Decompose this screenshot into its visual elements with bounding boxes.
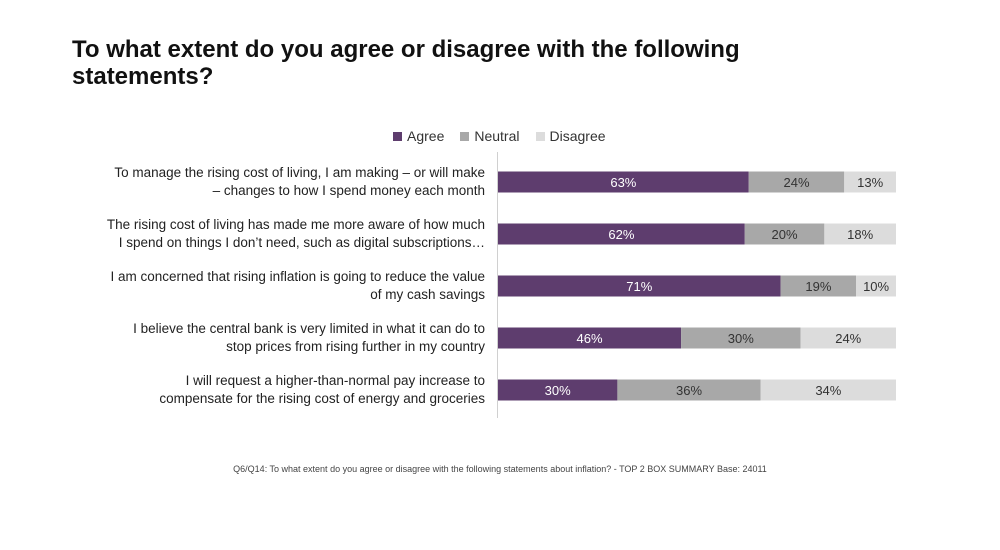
bar-agree: [498, 275, 781, 297]
legend: Agree Neutral Disagree: [393, 128, 622, 144]
data-label: 62%: [608, 227, 634, 242]
category-label-line: The rising cost of living has made me mo…: [106, 217, 485, 232]
legend-swatch: [393, 131, 402, 141]
data-label: 30%: [545, 383, 571, 398]
legend-item-agree: Agree: [393, 128, 444, 144]
bar-neutral: [780, 275, 857, 297]
category-label: To manage the rising cost of living, I a…: [60, 164, 485, 200]
bar-agree: [498, 379, 618, 401]
bar-agree: [498, 171, 749, 193]
bar-disagree: [856, 275, 896, 297]
legend-label: Agree: [407, 128, 445, 144]
data-label: 20%: [772, 227, 798, 242]
bar-disagree: [824, 223, 896, 245]
category-label: The rising cost of living has made me mo…: [60, 216, 485, 252]
data-label: 13%: [857, 175, 883, 190]
bar-neutral: [744, 223, 825, 245]
data-label: 30%: [728, 331, 754, 346]
data-label: 63%: [610, 175, 636, 190]
data-label: 10%: [863, 279, 889, 294]
legend-swatch: [460, 131, 470, 141]
data-label: 34%: [815, 383, 841, 398]
category-label: I believe the central bank is very limit…: [60, 320, 485, 356]
legend-label: Disagree: [549, 128, 606, 144]
bar-agree: [498, 223, 745, 245]
category-label-line: I believe the central bank is very limit…: [133, 321, 485, 336]
bar-neutral: [748, 171, 845, 193]
category-label-line: I am concerned that rising inflation is …: [110, 269, 485, 284]
legend-label: Neutral: [474, 128, 520, 144]
legend-swatch: [535, 131, 545, 141]
category-label: I am concerned that rising inflation is …: [60, 268, 485, 304]
chart-title: To what extent do you agree or disagree …: [72, 36, 740, 90]
category-label: I will request a higher-than-normal pay …: [60, 372, 485, 408]
bar-neutral: [681, 327, 801, 349]
category-label-line: – changes to how I spend money each mont…: [212, 183, 485, 198]
category-label-line: To manage the rising cost of living, I a…: [114, 165, 485, 180]
data-label: 19%: [805, 279, 831, 294]
bar-disagree: [800, 327, 896, 349]
category-label-line: of my cash savings: [370, 287, 485, 302]
data-label: 24%: [783, 175, 809, 190]
data-label: 71%: [626, 279, 652, 294]
legend-item-disagree: Disagree: [535, 128, 606, 144]
category-label-line: compensate for the rising cost of energy…: [159, 391, 485, 406]
bar-neutral: [617, 379, 761, 401]
category-label-line: I will request a higher-than-normal pay …: [185, 373, 485, 388]
category-axis: [497, 152, 498, 418]
data-label: 18%: [847, 227, 873, 242]
data-label: 36%: [676, 383, 702, 398]
data-label: 46%: [577, 331, 603, 346]
bar-disagree: [760, 379, 896, 401]
data-label: 24%: [835, 331, 861, 346]
bar-agree: [498, 327, 682, 349]
legend-item-neutral: Neutral: [460, 128, 520, 144]
category-label-line: stop prices from rising further in my co…: [226, 339, 485, 354]
category-label-line: I spend on things I don’t need, such as …: [118, 235, 485, 250]
bar-disagree: [844, 171, 896, 193]
footnote: Q6/Q14: To what extent do you agree or d…: [233, 464, 767, 474]
